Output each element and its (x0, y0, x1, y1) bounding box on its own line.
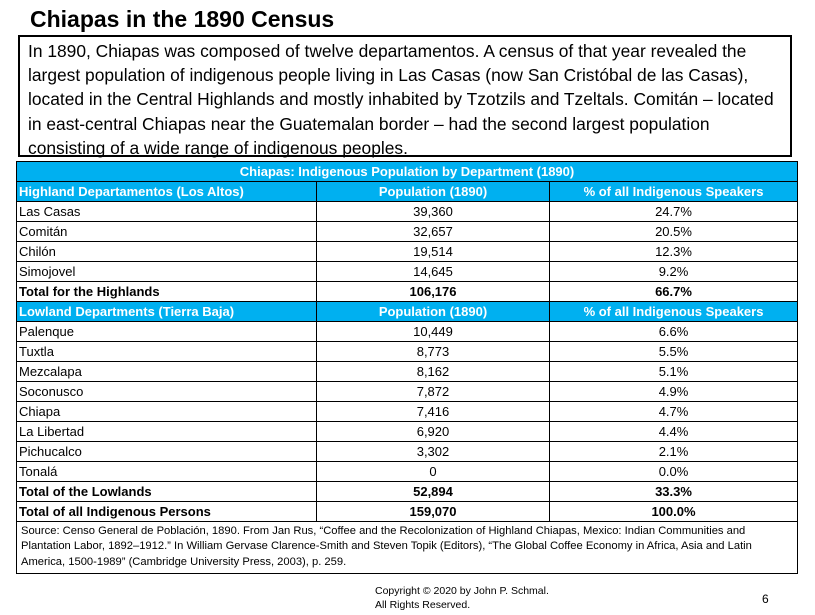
percent-value: 5.5% (548, 341, 799, 362)
population-value: 6,920 (316, 421, 550, 442)
percent-value: 0.0% (548, 461, 799, 482)
percent-value: 4.4% (548, 421, 799, 442)
population-value: 7,416 (316, 401, 550, 422)
page-number: 6 (762, 592, 769, 606)
table-caption-row: Chiapas: Indigenous Population by Depart… (15, 161, 799, 182)
table-row: Tuxtla 8,773 5.5% (16, 341, 799, 362)
population-value: 8,162 (316, 361, 550, 382)
population-value: 14,645 (316, 261, 550, 282)
percent-value: 24.7% (548, 201, 799, 222)
percent-value: 12.3% (548, 241, 799, 262)
department-name: Pichucalco (16, 441, 317, 462)
total-label: Total for the Highlands (16, 281, 317, 302)
department-name: Mezcalapa (16, 361, 317, 382)
total-percent: 66.7% (548, 281, 799, 302)
total-label: Total of the Lowlands (16, 481, 317, 502)
lowland-header-row: Lowland Departments (Tierra Baja) Popula… (16, 301, 799, 322)
rights-line: All Rights Reserved. (375, 599, 471, 611)
table-row: Simojovel 14,645 9.2% (16, 261, 799, 282)
grand-total-population: 159,070 (316, 501, 550, 522)
highland-header-row: Highland Departamentos (Los Altos) Popul… (16, 181, 799, 202)
population-value: 7,872 (316, 381, 550, 402)
department-name: Comitán (16, 221, 317, 242)
population-table: Chiapas: Indigenous Population by Depart… (15, 161, 799, 574)
table-row: Palenque 10,449 6.6% (16, 321, 799, 342)
table-row: Las Casas 39,360 24.7% (16, 201, 799, 222)
total-percent: 33.3% (548, 481, 799, 502)
department-name: La Libertad (16, 421, 317, 442)
grand-total-row: Total of all Indigenous Persons 159,070 … (16, 501, 799, 522)
table-row: Mezcalapa 8,162 5.1% (16, 361, 799, 382)
lowland-header-percent: % of all Indigenous Speakers (548, 301, 799, 322)
highland-header-percent: % of all Indigenous Speakers (548, 181, 799, 202)
percent-value: 4.9% (548, 381, 799, 402)
highland-header-population: Population (1890) (316, 181, 550, 202)
table-row: Soconusco 7,872 4.9% (16, 381, 799, 402)
table-row: Chilón 19,514 12.3% (16, 241, 799, 262)
highland-header-department: Highland Departamentos (Los Altos) (16, 181, 317, 202)
department-name: Las Casas (16, 201, 317, 222)
population-value: 10,449 (316, 321, 550, 342)
source-row: Source: Censo General de Población, 1890… (15, 521, 799, 574)
percent-value: 6.6% (548, 321, 799, 342)
lowland-header-population: Population (1890) (316, 301, 550, 322)
table-row: La Libertad 6,920 4.4% (16, 421, 799, 442)
table-row: Pichucalco 3,302 2.1% (16, 441, 799, 462)
population-value: 3,302 (316, 441, 550, 462)
copyright-line: Copyright © 2020 by John P. Schmal. (375, 585, 549, 597)
percent-value: 5.1% (548, 361, 799, 382)
population-value: 39,360 (316, 201, 550, 222)
table-caption: Chiapas: Indigenous Population by Depart… (15, 161, 799, 182)
population-value: 0 (316, 461, 550, 482)
lowland-total-row: Total of the Lowlands 52,894 33.3% (16, 481, 799, 502)
copyright-notice: Copyright © 2020 by John P. Schmal. All … (375, 584, 549, 612)
population-value: 19,514 (316, 241, 550, 262)
department-name: Simojovel (16, 261, 317, 282)
population-value: 8,773 (316, 341, 550, 362)
page-title: Chiapas in the 1890 Census (30, 6, 335, 32)
total-population: 106,176 (316, 281, 550, 302)
department-name: Soconusco (16, 381, 317, 402)
table-row: Comitán 32,657 20.5% (16, 221, 799, 242)
table-row: Chiapa 7,416 4.7% (16, 401, 799, 422)
source-note: Source: Censo General de Población, 1890… (15, 521, 799, 574)
highland-total-row: Total for the Highlands 106,176 66.7% (16, 281, 799, 302)
percent-value: 9.2% (548, 261, 799, 282)
percent-value: 4.7% (548, 401, 799, 422)
intro-paragraph: In 1890, Chiapas was composed of twelve … (18, 35, 792, 158)
lowland-header-department: Lowland Departments (Tierra Baja) (16, 301, 317, 322)
department-name: Tuxtla (16, 341, 317, 362)
percent-value: 20.5% (548, 221, 799, 242)
percent-value: 2.1% (548, 441, 799, 462)
table-row: Tonalá 0 0.0% (16, 461, 799, 482)
grand-total-label: Total of all Indigenous Persons (16, 501, 317, 522)
department-name: Chilón (16, 241, 317, 262)
department-name: Tonalá (16, 461, 317, 482)
department-name: Palenque (16, 321, 317, 342)
total-population: 52,894 (316, 481, 550, 502)
department-name: Chiapa (16, 401, 317, 422)
population-value: 32,657 (316, 221, 550, 242)
grand-total-percent: 100.0% (548, 501, 799, 522)
